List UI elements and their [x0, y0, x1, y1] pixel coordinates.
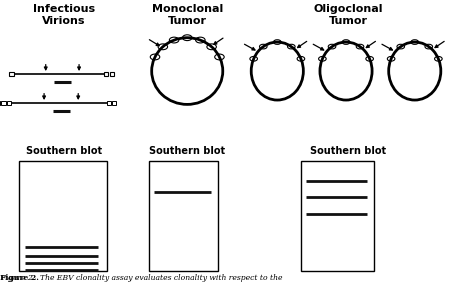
Text: Figure 2.  The EBV clonality assay evaluates clonality with respect to the: Figure 2. The EBV clonality assay evalua…	[0, 274, 283, 282]
Text: Monoclonal
Tumor: Monoclonal Tumor	[152, 4, 223, 26]
Ellipse shape	[251, 42, 303, 100]
Bar	[19, 161, 107, 271]
Ellipse shape	[152, 38, 223, 104]
Bar	[149, 161, 218, 271]
Text: Oligoclonal
Tumor: Oligoclonal Tumor	[314, 4, 383, 26]
Ellipse shape	[389, 42, 441, 100]
Bar	[1, 101, 6, 105]
Text: Southern blot: Southern blot	[149, 146, 225, 156]
Bar	[104, 72, 108, 76]
Bar	[112, 101, 116, 105]
Text: Figure 2.: Figure 2.	[0, 274, 39, 282]
Bar	[107, 101, 111, 105]
Bar	[9, 72, 14, 76]
Bar	[7, 101, 11, 105]
Ellipse shape	[320, 42, 372, 100]
Text: Infectious
Virions: Infectious Virions	[33, 4, 95, 26]
Bar	[301, 161, 374, 271]
Text: Southern blot: Southern blot	[310, 146, 386, 156]
Bar	[109, 72, 114, 76]
Text: Southern blot: Southern blot	[26, 146, 102, 156]
